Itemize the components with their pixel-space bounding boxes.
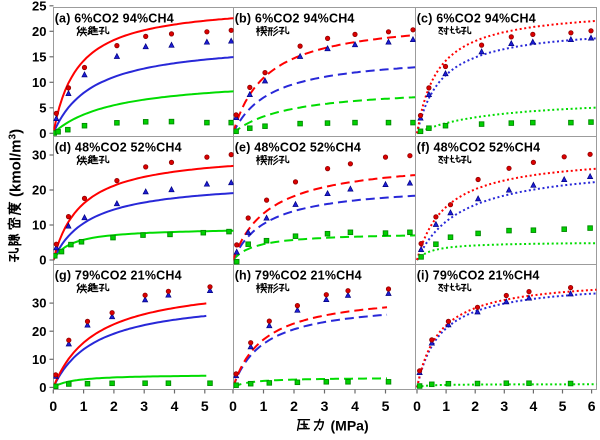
svg-text:(f) 48%CO2 52%CH4: (f) 48%CO2 52%CH4 bbox=[417, 141, 541, 155]
svg-text:2: 2 bbox=[290, 398, 298, 414]
svg-text:20: 20 bbox=[32, 24, 46, 39]
svg-text:4: 4 bbox=[351, 398, 359, 414]
svg-text:20: 20 bbox=[32, 324, 46, 339]
svg-text:1: 1 bbox=[442, 398, 450, 414]
svg-text:30: 30 bbox=[32, 296, 46, 311]
svg-text:30: 30 bbox=[32, 148, 46, 163]
svg-text:20: 20 bbox=[32, 183, 46, 198]
svg-text:4: 4 bbox=[171, 398, 179, 414]
svg-text:(MPa): (MPa) bbox=[331, 418, 369, 434]
svg-text:6: 6 bbox=[588, 398, 596, 414]
svg-text:2: 2 bbox=[110, 398, 118, 414]
svg-text:(i) 79%CO2 21%CH4: (i) 79%CO2 21%CH4 bbox=[417, 269, 540, 283]
svg-text:(g) 79%CO2 21%CH4: (g) 79%CO2 21%CH4 bbox=[55, 269, 182, 283]
svg-text:(h) 79%CO2 21%CH4: (h) 79%CO2 21%CH4 bbox=[235, 269, 362, 283]
svg-text:3: 3 bbox=[140, 398, 148, 414]
svg-text:0: 0 bbox=[39, 380, 46, 395]
svg-text:3: 3 bbox=[500, 398, 508, 414]
svg-text:(e) 48%CO2 52%CH4: (e) 48%CO2 52%CH4 bbox=[235, 141, 361, 155]
svg-text:5: 5 bbox=[201, 398, 209, 414]
svg-text:(c) 6%CO2 94%CH4: (c) 6%CO2 94%CH4 bbox=[417, 12, 536, 26]
svg-text:3: 3 bbox=[321, 398, 329, 414]
svg-text:4: 4 bbox=[530, 398, 538, 414]
svg-text:0: 0 bbox=[413, 398, 421, 414]
svg-text:(b) 6%CO2 94%CH4: (b) 6%CO2 94%CH4 bbox=[235, 12, 355, 26]
svg-text:0: 0 bbox=[49, 398, 57, 414]
svg-text:2: 2 bbox=[471, 398, 479, 414]
svg-text:(a) 6%CO2 94%CH4: (a) 6%CO2 94%CH4 bbox=[55, 12, 174, 26]
svg-text:(kmol/m3): (kmol/m3) bbox=[8, 129, 25, 197]
svg-text:5: 5 bbox=[382, 398, 390, 414]
svg-text:25: 25 bbox=[32, 0, 46, 13]
svg-text:1: 1 bbox=[80, 398, 88, 414]
svg-text:15: 15 bbox=[32, 49, 46, 64]
svg-text:0: 0 bbox=[39, 126, 46, 141]
svg-text:0: 0 bbox=[229, 398, 237, 414]
svg-text:5: 5 bbox=[559, 398, 567, 414]
svg-text:10: 10 bbox=[32, 75, 46, 90]
svg-text:10: 10 bbox=[32, 218, 46, 233]
svg-text:10: 10 bbox=[32, 352, 46, 367]
svg-text:0: 0 bbox=[39, 253, 46, 268]
svg-text:5: 5 bbox=[39, 100, 46, 115]
svg-text:(d) 48%CO2 52%CH4: (d) 48%CO2 52%CH4 bbox=[55, 141, 182, 155]
svg-text:1: 1 bbox=[260, 398, 268, 414]
